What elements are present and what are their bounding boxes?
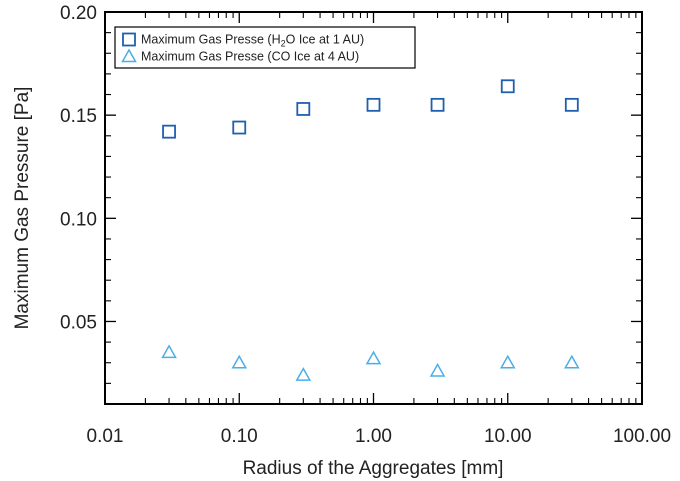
legend-triangle-marker bbox=[121, 48, 137, 63]
plot-frame bbox=[104, 11, 643, 405]
series-2-points bbox=[161, 344, 580, 381]
x-tick-label: 1.00 bbox=[355, 426, 392, 447]
co-data-point bbox=[564, 354, 580, 369]
legend-label-1: Maximum Gas Presse (H2O Ice at 1 AU) bbox=[141, 33, 364, 49]
legend-label-prefix: Maximum Gas Presse (CO Ice at 4 AU) bbox=[141, 50, 359, 64]
h2o-data-point bbox=[296, 102, 311, 116]
x-tick-label: 100.00 bbox=[613, 426, 671, 447]
legend-box bbox=[114, 26, 416, 69]
x-tick-label: 0.10 bbox=[221, 426, 258, 447]
co-data-point bbox=[365, 350, 382, 365]
legend-label-suffix: O Ice at 1 AU) bbox=[286, 33, 365, 47]
h2o-data-point bbox=[162, 124, 176, 139]
legend: Maximum Gas Presse (H2O Ice at 1 AU)Maxi… bbox=[114, 26, 416, 69]
legend-label-subscript: 2 bbox=[281, 39, 286, 49]
y-axis-title: Maximum Gas Pressure [Pa] bbox=[12, 87, 33, 330]
legend-square-marker bbox=[122, 32, 136, 47]
co-data-point bbox=[231, 354, 248, 369]
y-tick-label: 0.05 bbox=[60, 312, 97, 333]
axis-ticks bbox=[104, 11, 643, 405]
h2o-data-point bbox=[232, 120, 247, 135]
x-tick-label: 10.00 bbox=[484, 426, 532, 447]
x-axis-title: Radius of the Aggregates [mm] bbox=[243, 458, 504, 479]
y-tick-label: 0.15 bbox=[60, 106, 97, 127]
y-tick-label: 0.10 bbox=[60, 209, 97, 230]
h2o-data-point bbox=[366, 97, 381, 112]
co-data-point bbox=[295, 367, 312, 381]
series-1-points bbox=[162, 79, 579, 139]
y-tick-label: 0.20 bbox=[60, 3, 97, 24]
co-data-point bbox=[429, 362, 446, 377]
co-data-point bbox=[499, 354, 516, 369]
h2o-data-point bbox=[564, 97, 579, 112]
h2o-data-point bbox=[430, 97, 445, 112]
x-tick-label: 0.01 bbox=[87, 426, 124, 447]
data-markers bbox=[161, 79, 580, 381]
co-data-point bbox=[161, 344, 177, 359]
h2o-data-point bbox=[500, 79, 515, 94]
legend-label-prefix: Maximum Gas Presse (H bbox=[141, 33, 281, 47]
axis-tick-labels: 0.01 0.10 1.00 10.00 100.00 0.05 0.10 0.15 0.20 bbox=[60, 3, 671, 447]
legend-label-2: Maximum Gas Presse (CO Ice at 4 AU) bbox=[141, 50, 359, 64]
